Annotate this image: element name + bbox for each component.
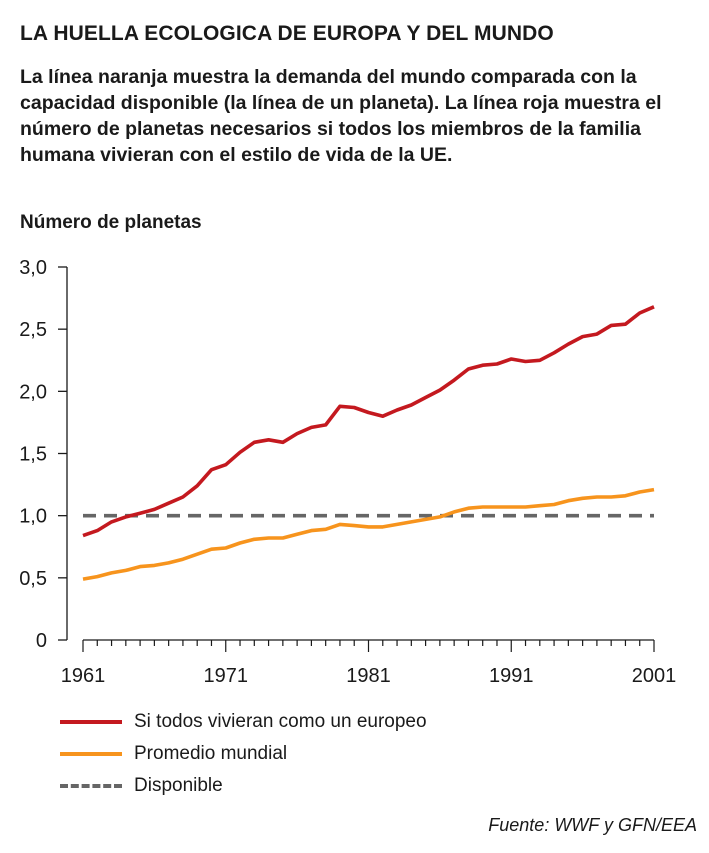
legend-item-europe: Si todos vivieran como un europeo: [60, 706, 427, 738]
y-tick-label: 0,5: [19, 568, 47, 590]
chart-subtitle: La línea naranja muestra la demanda del …: [20, 66, 662, 166]
chart-series: [82, 305, 655, 581]
legend-swatch-europe: [60, 720, 122, 724]
series-line-europe: [82, 305, 655, 538]
chart-axes: 0 0,5 1,0 1,5 2,0 2,5 3,0 1961 1971 1981 1991 2001: [19, 257, 676, 687]
chart-title: LA HUELLA ECOLOGICA DE EUROPA Y DEL MUND…: [20, 22, 554, 45]
legend-item-world: Promedio mundial: [60, 738, 427, 770]
y-tick-label: 3,0: [19, 257, 47, 279]
y-tick-label: 2,0: [19, 381, 47, 403]
legend-label-available: Disponible: [134, 775, 223, 796]
y-tick-label: 1,0: [19, 506, 47, 528]
legend-label-world: Promedio mundial: [134, 743, 288, 764]
series-line-world: [82, 487, 655, 581]
source-note: Fuente: WWF y GFN/EEA: [488, 815, 697, 835]
legend-swatch-world: [60, 752, 122, 756]
x-tick-label: 1991: [489, 665, 534, 687]
legend-item-available: Disponible: [60, 770, 427, 802]
x-tick-label: 1971: [204, 665, 249, 687]
chart-legend: Si todos vivieran como un europeo Promed…: [60, 706, 427, 802]
x-tick-label: 1981: [346, 665, 391, 687]
y-tick-label: 2,5: [19, 319, 47, 341]
legend-swatch-available: [60, 784, 122, 788]
y-tick-label: 1,5: [19, 444, 47, 466]
y-axis-label: Número de planetas: [20, 212, 202, 233]
y-tick-label: 0: [36, 630, 47, 652]
legend-label-europe: Si todos vivieran como un europeo: [134, 711, 427, 732]
x-tick-label: 1961: [61, 665, 106, 687]
x-tick-label: 2001: [632, 665, 677, 687]
